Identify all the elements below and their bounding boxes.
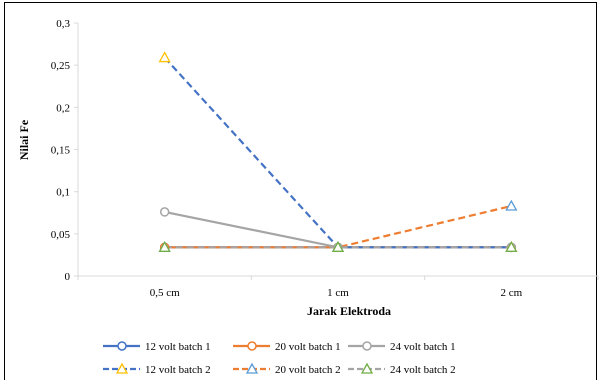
x-axis-label: Jarak Elektroda [307, 304, 391, 318]
data-point-6 [505, 240, 518, 252]
x-tick-label: 2 cm [500, 287, 522, 299]
legend-label: 24 volt batch 2 [390, 364, 456, 376]
legend-marker [115, 362, 129, 374]
data-point-4 [158, 51, 171, 63]
x-tick-label: 0,5 cm [150, 287, 180, 299]
legend: 12 volt batch 1 20 volt batch 1 24 volt ba… [103, 341, 456, 376]
legend-label: 20 volt batch 1 [275, 341, 341, 353]
legend-marker [360, 362, 374, 374]
chart-border [4, 2, 597, 380]
plot-area: 0 0,05 0,1 0,15 0,2 0,25 0,3 0,5 cm 1 cm 2 cm [51, 18, 599, 299]
y-tick-label: 0,1 [56, 187, 70, 199]
y-tick-label: 0,05 [51, 229, 71, 241]
legend-marker [245, 362, 259, 374]
legend-marker [247, 341, 257, 351]
y-tick-label: 0,15 [51, 145, 71, 157]
y-tick-label: 0,3 [56, 18, 70, 30]
legend-marker [117, 341, 127, 351]
legend-marker [362, 341, 372, 351]
y-tick-label: 0,2 [56, 102, 70, 114]
data-point-3 [159, 207, 170, 217]
data-point-6 [331, 240, 345, 252]
legend-label: 12 volt batch 2 [145, 364, 211, 376]
data-point-5 [505, 199, 518, 211]
y-tick-label: 0,25 [51, 60, 71, 72]
legend-label: 12 volt batch 1 [145, 341, 211, 353]
legend-label: 20 volt batch 2 [275, 364, 341, 376]
x-tick-label: 1 cm [327, 287, 349, 299]
legend-label: 24 volt batch 1 [390, 341, 456, 353]
y-axis-label: Nilai Fe [17, 119, 31, 160]
y-tick-label: 0 [65, 271, 71, 283]
data-point-6 [158, 240, 171, 252]
